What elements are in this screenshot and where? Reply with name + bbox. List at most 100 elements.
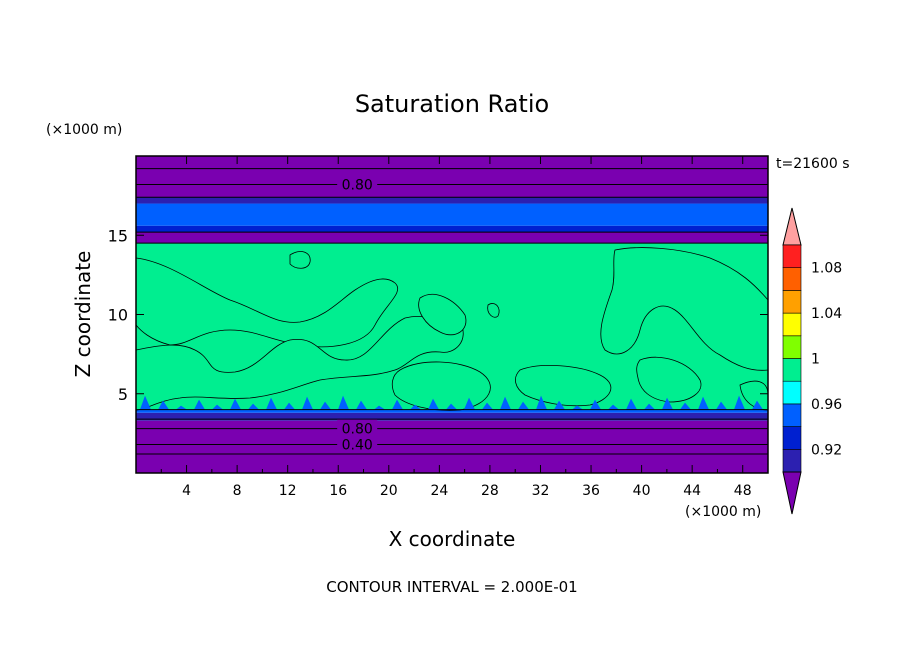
contour-layer-8 [136, 156, 768, 198]
y-tick-label: 5 [118, 385, 128, 404]
boundary-bump [536, 395, 547, 410]
colorbar-swatch [782, 312, 802, 337]
boundary-bump [662, 397, 673, 410]
boundary-bump [212, 404, 223, 410]
boundary-bump [428, 398, 439, 410]
colorbar-swatch [782, 267, 802, 291]
colorbar-swatch [782, 358, 802, 382]
boundary-bump [626, 398, 637, 410]
contour-layer-2 [136, 409, 768, 413]
colorbar-swatch [782, 448, 802, 473]
colorbar-label: 0.96 [811, 397, 842, 413]
boundary-bump [716, 401, 727, 410]
colorbar-label: 1.04 [811, 306, 842, 322]
contour-region-8 [487, 303, 500, 318]
boundary-bump [266, 397, 277, 410]
x-tick-label: 20 [380, 483, 398, 499]
contour-field: 0.800.800.40 [136, 156, 768, 473]
x-tick-label: 4 [182, 483, 191, 499]
boundary-bump [410, 404, 421, 410]
boundary-bump [572, 405, 583, 410]
contour-region-4 [600, 247, 768, 371]
x-tick-label: 32 [532, 483, 550, 499]
contour-region-5 [636, 356, 702, 403]
contour-region-0 [136, 257, 398, 348]
x-tick-label: 12 [279, 483, 297, 499]
boundary-bump [518, 401, 529, 410]
boundary-bump [608, 404, 619, 410]
x-tick-label: 16 [329, 483, 347, 499]
x-tick-label: 8 [233, 483, 242, 499]
colorbar-top-arrow [782, 207, 802, 246]
contour-region-7 [418, 293, 467, 336]
contour-label: 0.40 [342, 437, 373, 453]
boundary-bump [140, 395, 151, 410]
colorbar-swatch [782, 335, 802, 359]
x-tick-label: 36 [582, 483, 600, 499]
boundary-bump [248, 403, 259, 410]
x-tick-label: 40 [633, 483, 651, 499]
boundary-bump [356, 400, 367, 410]
x-tick-label: 24 [430, 483, 448, 499]
contour-label: 0.80 [342, 178, 373, 194]
colorbar-swatch [782, 290, 802, 314]
colorbar-label: 0.92 [811, 442, 842, 458]
boundary-bump [734, 395, 745, 410]
boundary-bump [500, 396, 511, 410]
boundary-bump [464, 397, 475, 410]
colorbar-swatch [782, 244, 802, 269]
boundary-bump [644, 403, 655, 410]
x-unit-label: (×1000 m) [685, 504, 761, 520]
colorbar-label: 1 [811, 352, 820, 368]
boundary-bump [554, 400, 565, 410]
boundary-bump [482, 402, 493, 410]
boundary-bump [446, 403, 457, 410]
boundary-bump [194, 399, 205, 410]
x-tick-label: 44 [683, 483, 701, 499]
time-label: t=21600 s [776, 156, 850, 172]
contour-layer-5 [136, 225, 768, 233]
boundary-bump [680, 402, 691, 410]
colorbar-swatch [782, 380, 802, 405]
y-unit-label: (×1000 m) [46, 122, 122, 138]
contour-label-bg [337, 419, 378, 436]
y-tick-label: 15 [108, 226, 128, 245]
boundary-bump [284, 402, 295, 410]
contour-layer-7 [136, 197, 768, 204]
boundary-bump [320, 401, 331, 410]
x-tick-label: 48 [734, 483, 752, 499]
x-tick-label: 28 [481, 483, 499, 499]
boundary-bump [698, 396, 709, 410]
contour-label: 0.80 [342, 422, 373, 438]
boundary-bump [590, 399, 601, 410]
contour-layer-6 [136, 203, 768, 226]
contour-layer-4 [136, 232, 768, 244]
colorbar: 0.92 0.96 1 1.04 1.08 [782, 207, 842, 515]
boundary-bump [176, 405, 187, 410]
boundary-bump [158, 400, 169, 410]
boundary-bump [392, 399, 403, 410]
contour-layer-1 [136, 412, 768, 421]
contour-region-3 [515, 365, 612, 407]
boundary-bump [752, 400, 763, 410]
boundary-bump [230, 398, 241, 410]
colorbar-swatch [782, 403, 802, 427]
contour-region-9 [739, 380, 768, 411]
colorbar-bottom-arrow [782, 471, 802, 515]
contour-layer-0 [136, 420, 768, 473]
contour-region-6 [289, 251, 311, 269]
boundary-bump [374, 405, 385, 410]
colorbar-label: 1.08 [811, 261, 842, 277]
boundary-bump [338, 395, 349, 410]
colorbar-swatch [782, 426, 802, 450]
contour-label-bg [337, 435, 378, 452]
contour-label-bg [337, 175, 378, 192]
x-axis-label: X coordinate [389, 527, 516, 551]
boundary-bump [302, 396, 313, 410]
y-tick-label: 10 [108, 306, 128, 325]
y-axis-label: Z coordinate [71, 251, 95, 378]
chart-title: Saturation Ratio [355, 90, 549, 118]
contour-interval-footer: CONTOUR INTERVAL = 2.000E-01 [326, 578, 577, 596]
